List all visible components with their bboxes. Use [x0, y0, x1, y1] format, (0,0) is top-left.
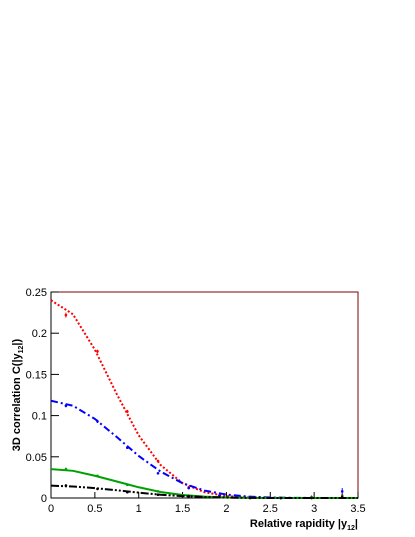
y-tick-label: 0.25 [26, 287, 47, 299]
data-point [96, 474, 99, 478]
x-tick-label: 0.5 [87, 503, 102, 515]
data-point [156, 459, 160, 463]
x-tick-label: 1.5 [175, 503, 190, 515]
data-point [126, 490, 129, 494]
x-label-main: Relative rapidity |y [250, 518, 348, 530]
data-point [64, 404, 68, 408]
x-label-end: | [355, 518, 358, 530]
data-point [279, 496, 283, 500]
x-label-sub: 12 [347, 525, 355, 532]
data-point [96, 420, 99, 423]
data-point [248, 496, 252, 500]
data-point [126, 410, 129, 413]
y-label-main: 3D correlation C(|y [11, 352, 23, 451]
y-tick-label: 0.15 [26, 369, 47, 381]
data-point [187, 495, 191, 498]
data-point [340, 495, 344, 499]
data-point [187, 486, 191, 490]
x-tick-label: 2.5 [263, 503, 278, 515]
curve [50, 484, 358, 499]
data-point [96, 350, 99, 353]
data-point [156, 471, 160, 475]
data-point [96, 487, 99, 491]
curve [50, 399, 358, 499]
x-axis-label: Relative rapidity |y12| [250, 518, 358, 532]
data-point [64, 313, 68, 317]
y-label-end: |) [11, 338, 23, 345]
x-tick-label: 0 [48, 503, 54, 515]
data-point [218, 495, 221, 499]
x-tick-label: 2 [223, 503, 229, 515]
data-point [64, 484, 68, 487]
x-tick-label: 3.5 [350, 503, 365, 515]
y-axis-label: 3D correlation C(|y12|) [11, 338, 25, 451]
y-label-sub: 12 [18, 345, 25, 353]
y-tick-label: 0 [41, 493, 47, 505]
x-tick-label: 3 [311, 503, 317, 515]
curve [50, 299, 358, 499]
data-point [126, 483, 129, 487]
y-tick-label: 0.1 [32, 411, 47, 423]
data-point [310, 496, 313, 500]
data-point [340, 490, 344, 493]
y-tick-label: 0.05 [26, 452, 47, 464]
y-tick-label: 0.2 [32, 328, 47, 340]
data-point [156, 493, 160, 497]
x-tick-label: 1 [136, 503, 142, 515]
data-point [64, 467, 68, 471]
data-point [126, 446, 129, 450]
data-point [156, 490, 160, 493]
